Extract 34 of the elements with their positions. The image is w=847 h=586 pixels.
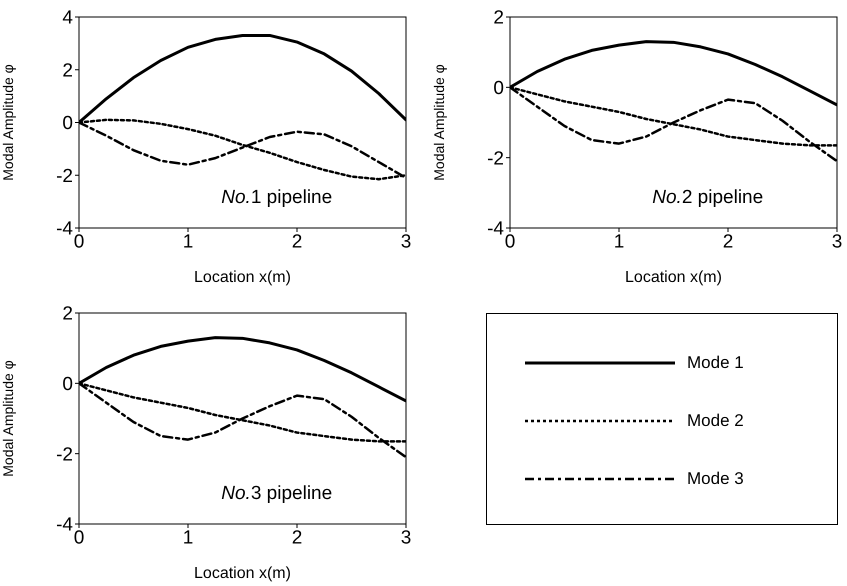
y-axis-title: Modal Amplitude φ — [0, 360, 16, 477]
x-tick-label: 2 — [292, 231, 302, 252]
text: Mode 3 — [687, 469, 744, 489]
x-tick-label: 3 — [400, 527, 412, 548]
y-tick-label: 0 — [62, 113, 73, 134]
y-axis-title: Modal Amplitude φ — [0, 64, 16, 181]
y-tick-label: 0 — [493, 78, 504, 100]
y-axis-title: Modal Amplitude φ — [430, 64, 447, 181]
x-tick-label: 3 — [400, 231, 412, 252]
annotation: No.2 pipeline — [652, 186, 764, 208]
annotation: No.1 pipeline — [221, 186, 332, 208]
y-tick-label: 0 — [62, 374, 73, 396]
text: Mode 2 — [687, 411, 744, 431]
y-tick-label: -2 — [56, 444, 73, 466]
y-tick-label: 2 — [62, 60, 73, 82]
annotation: No.3 pipeline — [221, 482, 332, 504]
x-axis-title: Location x(m) — [625, 269, 722, 286]
x-tick-label: 2 — [292, 527, 302, 548]
x-tick-label: 1 — [182, 231, 194, 252]
y-tick-label: 2 — [493, 8, 504, 29]
x-tick-label: 1 — [182, 527, 194, 548]
y-tick-label: -4 — [56, 514, 74, 536]
x-tick-label: 1 — [614, 231, 624, 252]
y-tick-label: 4 — [62, 8, 74, 29]
y-tick-label: -2 — [56, 166, 73, 187]
text: Mode 1 — [687, 353, 744, 373]
x-axis-title: Location x(m) — [194, 565, 291, 582]
y-tick-label: -4 — [56, 218, 74, 240]
x-tick-label: 3 — [832, 231, 842, 252]
x-axis-title: Location x(m) — [194, 269, 291, 286]
y-tick-label: -2 — [487, 148, 504, 170]
y-tick-label: -4 — [487, 218, 504, 240]
y-tick-label: 2 — [62, 304, 73, 325]
x-tick-label: 2 — [722, 231, 734, 252]
